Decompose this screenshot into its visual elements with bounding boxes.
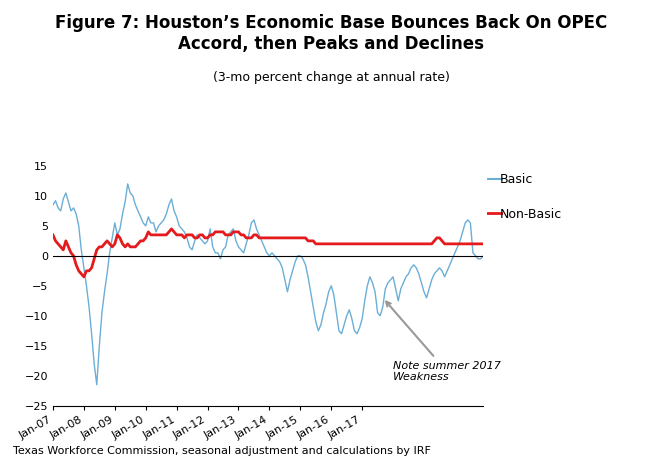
Non-Basic (201, 235, 209, 241)
Text: Texas Workforce Commission, seasonal adjustment and calculations by IRF: Texas Workforce Commission, seasonal adj… (13, 446, 431, 456)
Non-Basic (397, 241, 404, 247)
Non-Basic (178, 232, 186, 238)
Basic (178, 226, 186, 231)
Text: Basic: Basic (500, 173, 533, 186)
Basic (201, 241, 209, 247)
Line: Non-Basic: Non-Basic (53, 229, 483, 277)
Non-Basic (299, 235, 307, 241)
Non-Basic (80, 274, 88, 279)
Non-Basic (167, 226, 175, 231)
Non-Basic (307, 238, 314, 243)
Basic (397, 286, 404, 292)
Text: (3-mo percent change at annual rate): (3-mo percent change at annual rate) (213, 71, 449, 84)
Basic (49, 202, 57, 207)
Non-Basic (129, 244, 137, 250)
Text: Non-Basic: Non-Basic (500, 208, 562, 221)
Text: Figure 7: Houston’s Economic Base Bounces Back On OPEC
Accord, then Peaks and De: Figure 7: Houston’s Economic Base Bounce… (55, 14, 607, 53)
Basic (299, 256, 307, 262)
Non-Basic (479, 241, 487, 247)
Basic (132, 202, 140, 207)
Non-Basic (49, 232, 57, 238)
Basic (479, 253, 487, 259)
Basic (307, 289, 314, 295)
Line: Basic: Basic (53, 184, 483, 384)
Text: Note summer 2017
Weakness: Note summer 2017 Weakness (386, 301, 501, 382)
Basic (124, 181, 132, 187)
Basic (93, 382, 101, 387)
